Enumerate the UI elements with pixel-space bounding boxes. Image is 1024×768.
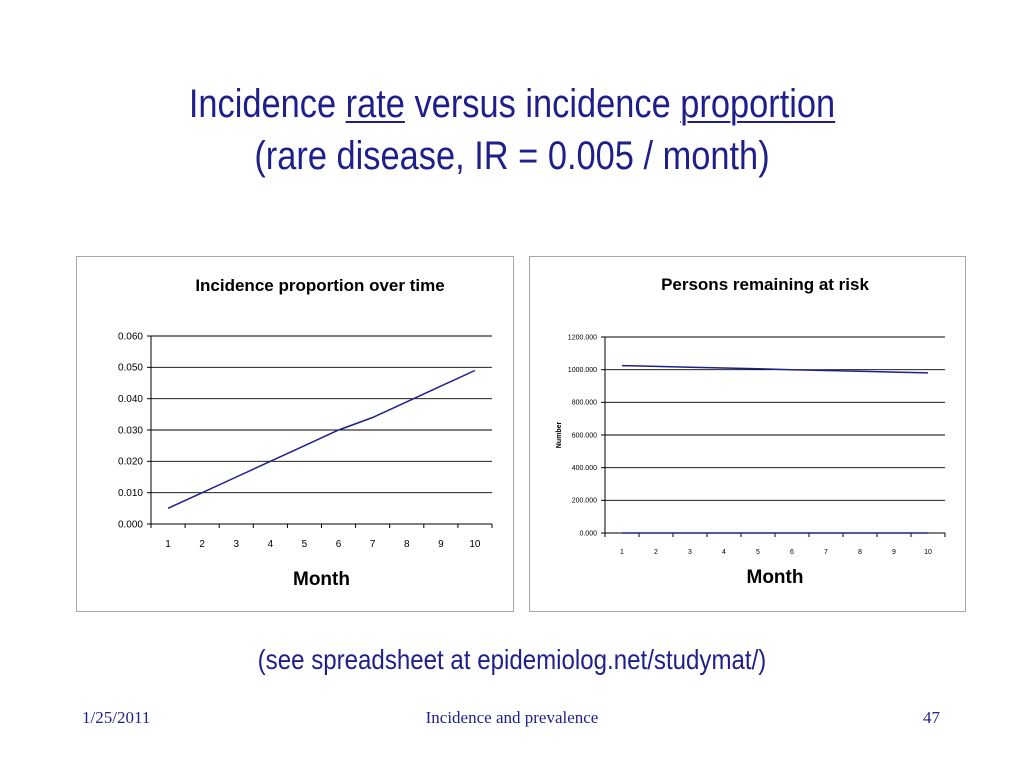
y-tick-label: 0.010	[118, 488, 143, 499]
chart-panel-persons-at-risk: Persons remaining at risk 0.000 200.000 400…	[529, 256, 966, 612]
title-text-incidence: Incidence	[188, 82, 346, 126]
y-tick-label: 0.030	[118, 425, 143, 436]
y-tick-label: 0.040	[118, 394, 143, 405]
y-tick-label: 0.060	[118, 331, 143, 342]
footer-page-number: 47	[923, 708, 940, 727]
x-tick-label: 9	[892, 549, 896, 556]
x-tick-label: 9	[438, 539, 444, 550]
x-tick-label: 10	[924, 549, 932, 556]
spreadsheet-note: (see spreadsheet at epidemiolog.net/stud…	[257, 644, 767, 675]
x-tick-label: 2	[199, 539, 205, 550]
x-axis-label: Month	[747, 567, 804, 588]
chart-panel-incidence-proportion: Incidence proportion over time 0.000 0.010…	[76, 256, 514, 612]
slide-title: Incidence rate versus incidence proporti…	[72, 78, 953, 182]
title-line-2: (rare disease, IR = 0.005 / month)	[254, 134, 770, 178]
y-tick-label: 200.000	[572, 498, 597, 505]
y-tick-label: 600.000	[572, 432, 597, 439]
y-tick-label: 0.020	[118, 457, 143, 468]
title-rate-underlined: rate	[345, 82, 405, 126]
x-tick-label: 4	[722, 549, 726, 556]
y-tick-label: 0.050	[118, 363, 143, 374]
x-tick-label: 6	[790, 549, 794, 556]
x-tick-label: 8	[404, 539, 410, 550]
chart-title: Persons remaining at risk	[661, 275, 869, 294]
x-tick-label: 10	[469, 539, 481, 550]
x-axis-label: Month	[293, 569, 350, 590]
x-tick-label: 5	[302, 539, 308, 550]
y-tick-label: 0.000	[579, 530, 597, 537]
y-tick-label: 1200.000	[568, 334, 597, 341]
x-tick-label: 3	[688, 549, 692, 556]
y-tick-label: 1000.000	[568, 367, 597, 374]
chart-persons-at-risk: Persons remaining at risk 0.000 200.000 400…	[556, 275, 946, 588]
footer-title: Incidence and prevalence	[425, 708, 599, 727]
chart-title: Incidence proportion over time	[195, 276, 444, 295]
x-tick-label: 6	[336, 539, 342, 550]
x-tick-label: 7	[824, 549, 828, 556]
x-tick-label: 1	[620, 549, 624, 556]
title-line-1: Incidence rate versus incidence proporti…	[72, 78, 953, 130]
footer-date: 1/25/2011	[82, 708, 151, 727]
x-tick-label: 8	[858, 549, 862, 556]
y-tick-label: 400.000	[572, 465, 597, 472]
title-text-versus: versus incidence	[404, 82, 681, 126]
x-tick-label: 1	[165, 539, 171, 550]
x-tick-label: 4	[268, 539, 274, 550]
y-axis-label: Number	[556, 422, 563, 449]
title-proportion-underlined: proportion	[680, 82, 836, 126]
y-tick-label: 0.000	[118, 519, 143, 530]
series-line-0	[621, 364, 929, 374]
chart-incidence-proportion: Incidence proportion over time 0.000 0.010…	[118, 276, 493, 590]
series-line-0	[167, 369, 476, 509]
x-tick-label: 5	[756, 549, 760, 556]
x-tick-label: 2	[654, 549, 658, 556]
x-tick-label: 3	[233, 539, 239, 550]
y-tick-label: 800.000	[572, 400, 597, 407]
x-tick-label: 7	[370, 539, 376, 550]
